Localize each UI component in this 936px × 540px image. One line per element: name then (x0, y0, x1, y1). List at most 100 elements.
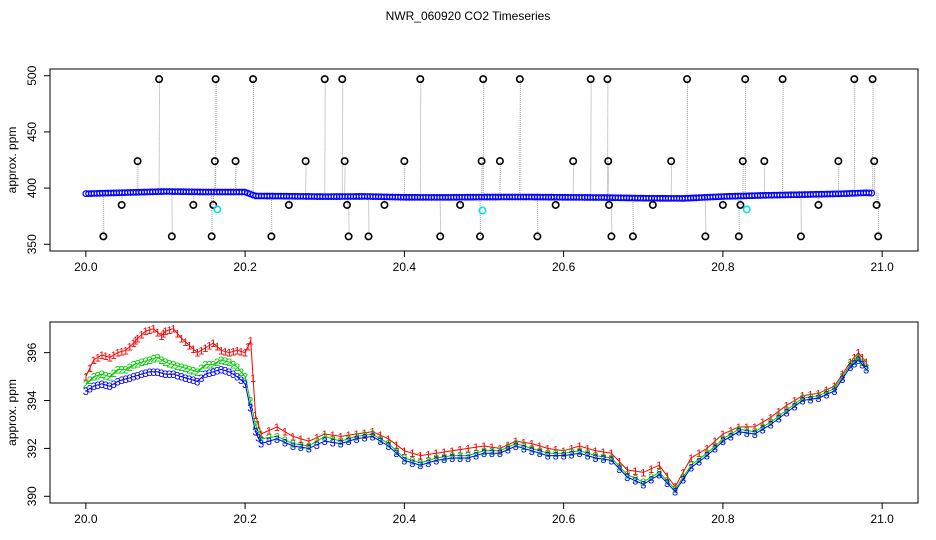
series-3-point: 3 (146, 367, 152, 379)
series-1-point: 1 (792, 396, 798, 408)
series-1-point: 1 (744, 422, 750, 434)
series-1-point: 1 (728, 425, 734, 437)
series-2-point: 2 (230, 360, 236, 372)
series-3-point: 3 (433, 455, 439, 467)
series-1-point: 1 (377, 430, 383, 442)
series-1-point: 1 (354, 429, 360, 441)
series-2-point: 2 (712, 441, 718, 453)
spike-point (569, 157, 578, 166)
series-1-point: 1 (182, 337, 188, 349)
series-2-point: 2 (592, 451, 598, 463)
series-1-point: 1 (290, 431, 296, 443)
series-3-point: 3 (99, 379, 105, 391)
series-2-point: 2 (465, 451, 471, 463)
series-2-point: 2 (242, 372, 248, 384)
series-1-point: 1 (847, 357, 853, 369)
series-1-point: 1 (608, 448, 614, 460)
series-3-point: 3 (354, 434, 360, 446)
spike-trace (632, 198, 634, 237)
series-1-point: 1 (242, 348, 248, 360)
spike-trace (211, 192, 213, 237)
series-3-point: 3 (815, 393, 821, 405)
series-3-point: 3 (322, 436, 328, 448)
series-2-point: 2 (425, 455, 431, 467)
series-3-point: 3 (266, 436, 272, 448)
series-2-point: 2 (354, 431, 360, 443)
series-1-point: 1 (146, 325, 152, 337)
series-2-point: 2 (513, 439, 519, 451)
series-3-point: 3 (521, 443, 527, 455)
series-1-point: 1 (449, 446, 455, 458)
spike-point (683, 75, 692, 84)
spike-trace (686, 79, 689, 199)
series-3-point: 3 (497, 448, 503, 460)
series-1-point: 1 (776, 406, 782, 418)
series-2-point: 2 (91, 372, 97, 384)
series-3-point: 3 (481, 448, 487, 460)
series-2-point: 2 (736, 424, 742, 436)
series-2-point: 2 (576, 446, 582, 458)
series-1-point: 1 (162, 326, 168, 338)
spike-point (344, 232, 353, 241)
series-1-point: 1 (823, 385, 829, 397)
series-2-line (85, 356, 867, 490)
spike-point (155, 75, 164, 84)
spike-trace (459, 197, 462, 205)
series-3-point: 3 (166, 369, 172, 381)
series-2-point: 2 (441, 452, 447, 464)
spike-point (249, 75, 258, 84)
spike-trace (344, 161, 346, 197)
top-plot-area (82, 75, 883, 241)
series-3-point: 3 (174, 370, 180, 382)
series-2-point: 2 (346, 434, 352, 446)
spike-trace (341, 79, 344, 197)
series-3-point: 3 (417, 460, 423, 472)
series-1-point: 1 (198, 345, 204, 357)
spike-point (209, 200, 218, 209)
series-2-point: 2 (553, 448, 559, 460)
series-1-point: 1 (784, 400, 790, 412)
series-2-point: 2 (672, 484, 678, 496)
spike-point (343, 200, 352, 209)
spike-point (607, 232, 616, 241)
spike-trace (368, 196, 370, 237)
series-1-point: 1 (736, 422, 742, 434)
spike-trace (171, 191, 173, 237)
spike-trace (722, 196, 724, 205)
flagged-point (478, 206, 487, 215)
series-1-point: 1 (218, 345, 224, 357)
series-1-point: 1 (361, 428, 367, 440)
series-2-point: 2 (306, 441, 312, 453)
spike-trace (270, 196, 273, 237)
bottom-x-tick-label: 20.2 (233, 512, 257, 526)
series-2-point: 2 (274, 431, 280, 443)
series-3-point: 3 (274, 434, 280, 446)
series-2-point: 2 (457, 451, 463, 463)
spike-point (117, 200, 126, 209)
series-3-point: 3 (142, 368, 148, 380)
spike-point (167, 232, 176, 241)
spike-point (738, 157, 747, 166)
series-3-point: 3 (247, 403, 253, 415)
series-3-point: 3 (377, 436, 383, 448)
series-3-point: 3 (252, 427, 258, 439)
series-3-point: 3 (624, 472, 630, 484)
spike-trace (137, 161, 139, 193)
spike-point (796, 232, 805, 241)
series-1-point: 1 (648, 464, 654, 476)
series-3-point: 3 (465, 453, 471, 465)
series-1-point: 1 (720, 429, 726, 441)
series-3-point: 3 (720, 436, 726, 448)
baseline-point (865, 189, 873, 197)
spike-trace (877, 193, 880, 237)
series-3-point: 3 (214, 366, 220, 378)
series-1-point: 1 (115, 348, 121, 360)
series-3-point: 3 (441, 454, 447, 466)
spike-trace (800, 194, 802, 237)
series-2-point: 2 (131, 360, 137, 372)
series-1-point: 1 (238, 346, 244, 358)
series-1-point: 1 (489, 442, 495, 454)
series-2-point: 2 (656, 467, 662, 479)
series-1-point: 1 (123, 345, 129, 357)
series-3-point: 3 (704, 451, 710, 463)
